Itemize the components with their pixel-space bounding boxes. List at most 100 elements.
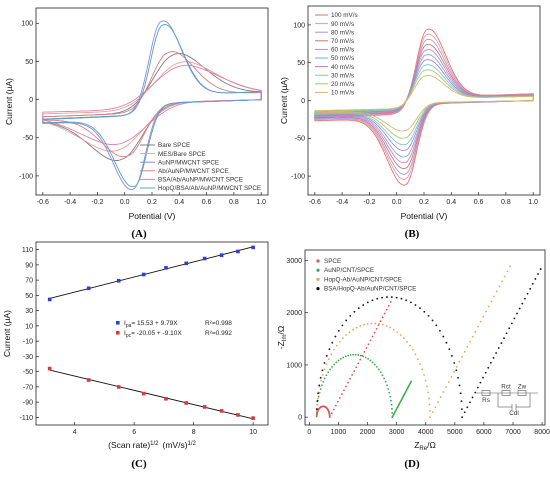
nyquist-tail-point xyxy=(461,355,463,358)
cv-curve-a xyxy=(42,24,262,188)
x-axis-label-unit-sup: 1/2 xyxy=(188,441,197,447)
nyquist-tail-point xyxy=(506,270,509,273)
nyquist-point xyxy=(391,407,393,410)
nyquist-point xyxy=(347,354,350,357)
nyquist-point xyxy=(399,334,402,336)
x-axis-label-main: Z xyxy=(414,440,419,450)
x-tick-label-b: 0.0 xyxy=(392,199,402,206)
data-point-ipc xyxy=(141,391,146,396)
nyquist-tail-point xyxy=(501,280,503,283)
nyquist-tail-point xyxy=(439,396,442,398)
nyquist-tail-point xyxy=(516,312,518,315)
legend-label-d: AuNP/CNT/SPCE xyxy=(324,267,374,274)
nyquist-point xyxy=(375,365,378,368)
panel-label-c: (C) xyxy=(131,458,147,470)
nyquist-point xyxy=(414,304,417,306)
nyquist-point xyxy=(329,368,331,371)
legend-d: SPCE AuNP/CNT/SPCE HopQ-Ab/AuNP/CNT/SPCE BS… xyxy=(316,258,416,293)
cv-curve-a xyxy=(42,61,262,152)
x-tick-label-c: 8 xyxy=(192,429,196,436)
nyquist-point xyxy=(321,384,323,387)
nyquist-point xyxy=(315,408,318,411)
nyquist-tail-point xyxy=(477,325,479,328)
nyquist-tail-point xyxy=(349,377,351,380)
nyquist-point xyxy=(318,384,321,387)
nyquist-tail-point xyxy=(526,292,529,295)
nyquist-point xyxy=(325,374,328,377)
legend-label-b: 50 mV/s xyxy=(331,55,354,62)
nyquist-tail-point xyxy=(445,386,447,388)
circuit-label-rs: Rs xyxy=(482,397,490,404)
cv-curve-a xyxy=(42,51,262,158)
nyquist-point xyxy=(338,340,341,343)
x-tick-label-c: 4 xyxy=(73,429,77,436)
legend-label-a: AuNP/MWCNT SPCE xyxy=(158,159,219,166)
legend-label-b: 70 mV/s xyxy=(331,38,354,45)
nyquist-point xyxy=(448,348,451,351)
nyquist-point xyxy=(373,363,376,366)
nyquist-point xyxy=(390,399,392,402)
x-tick-label-d: 6000 xyxy=(476,429,492,436)
panel-c: Ipa= 15.53 + 9.79X R²=0.998 Ipc= -20.05 + … xyxy=(2,241,269,470)
nyquist-point xyxy=(402,337,405,340)
nyquist-point xyxy=(374,322,377,325)
nyquist-point xyxy=(406,340,408,343)
data-point-ipa xyxy=(184,261,189,266)
nyquist-tail-point xyxy=(471,396,474,399)
x-tick-label-c: 10 xyxy=(249,429,257,436)
nyquist-point xyxy=(316,397,319,400)
y-tick-label-b: 50 xyxy=(297,60,305,67)
nyquist-tail-point xyxy=(387,304,390,307)
x-tick-label-d: 2000 xyxy=(360,429,376,436)
nyquist-tail-point xyxy=(336,400,339,403)
data-point-ipa xyxy=(86,286,91,291)
nyquist-tail-point xyxy=(490,300,493,303)
legend-equation-c: Ipc= -20.05 + -9.10X xyxy=(124,330,182,339)
x-tick-label-b: -0.2 xyxy=(363,199,375,206)
data-point-ipa xyxy=(141,272,146,277)
nyquist-point xyxy=(328,348,331,351)
nyquist-tail-point xyxy=(524,297,526,300)
nyquist-point xyxy=(427,391,429,394)
nyquist-point xyxy=(419,363,422,366)
nyquist-point xyxy=(395,296,398,299)
y-tick-label-b: 0 xyxy=(301,98,305,105)
panel-label-d: (D) xyxy=(404,458,420,470)
x-tick-label-b: -0.6 xyxy=(309,199,321,206)
equivalent-circuit-inset: Rs Rct Cdl Zw xyxy=(476,384,538,417)
nyquist-point xyxy=(381,374,384,377)
nyquist-tail-point xyxy=(463,350,466,353)
nyquist-point xyxy=(345,319,348,322)
nyquist-tail-point xyxy=(334,404,337,407)
nyquist-tail-point xyxy=(479,381,482,384)
data-point-ipa xyxy=(47,297,52,302)
nyquist-point xyxy=(424,379,427,382)
legend-equation-c: Ipa= 15.53 + 9.79X xyxy=(124,320,178,329)
nyquist-tail-point xyxy=(469,340,471,343)
y-axis-label-main: -Z xyxy=(276,341,286,349)
data-point-ipc xyxy=(86,378,91,382)
legend-r2-c: R²=0.992 xyxy=(205,330,232,337)
legend-marker-d xyxy=(316,268,320,272)
legend-label-b: 20 mV/s xyxy=(331,81,354,88)
x-axis-label-a: Potential (V) xyxy=(129,211,176,221)
nyquist-point xyxy=(317,392,319,395)
nyquist-tail-point xyxy=(474,330,477,333)
nyquist-point xyxy=(457,376,459,379)
nyquist-point xyxy=(435,324,438,327)
nyquist-tail-point xyxy=(476,386,479,389)
y-tick-label-b: 100 xyxy=(293,22,305,29)
y-tick-label-c: 90 xyxy=(25,262,33,269)
y-tick-label-c: -90 xyxy=(23,400,33,407)
nyquist-point xyxy=(345,334,348,336)
x-axis-label-main: (Scan rate) xyxy=(108,440,150,450)
nyquist-tail-point xyxy=(341,393,343,396)
y-tick-label-a: 100 xyxy=(21,21,33,28)
nyquist-point xyxy=(366,323,369,325)
nyquist-tail-point xyxy=(500,342,503,345)
nyquist-point xyxy=(392,328,395,331)
nyquist-point xyxy=(431,319,434,322)
nyquist-point xyxy=(385,325,388,327)
y-tick-label-c: -110 xyxy=(20,415,34,422)
x-axis-label-unit: /Ω xyxy=(427,440,436,450)
